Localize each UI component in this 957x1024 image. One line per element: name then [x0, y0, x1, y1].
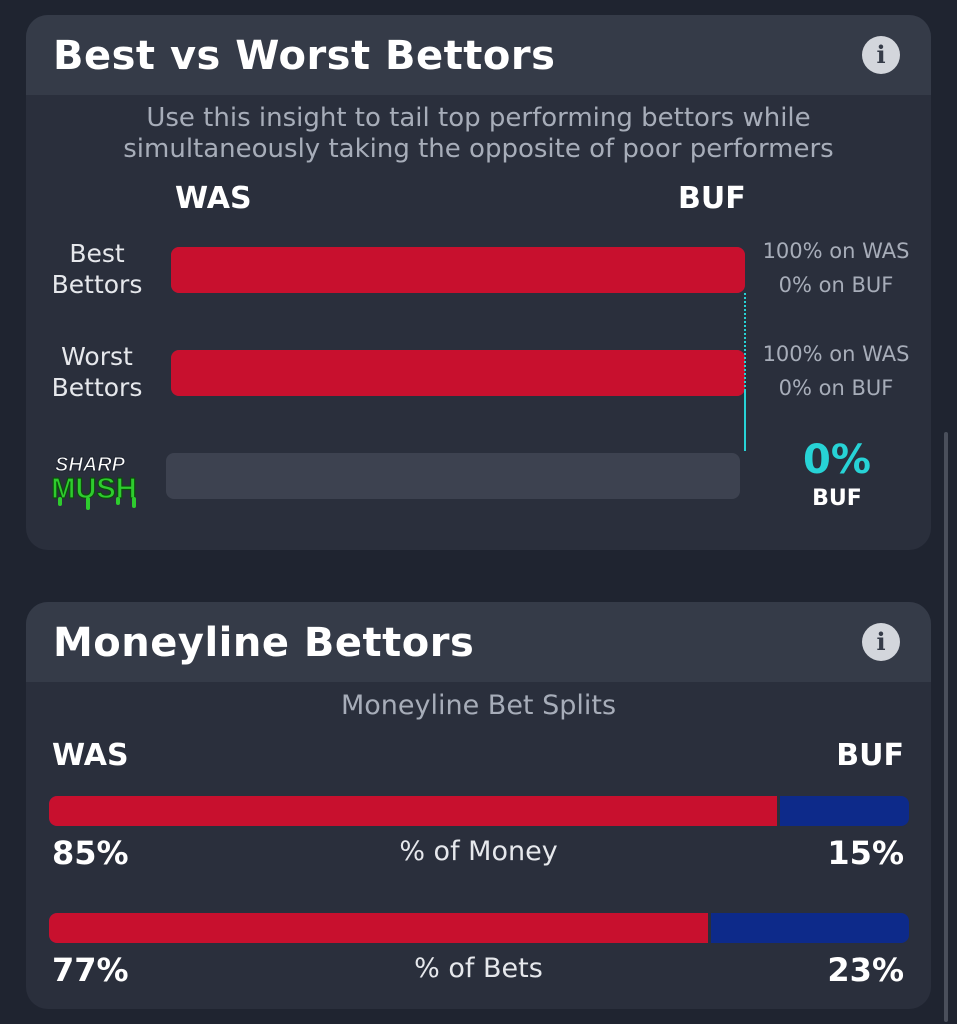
card-title: Moneyline Bettors [53, 620, 475, 666]
sharp-indicator-dotted-line [744, 293, 746, 391]
logo-drip [58, 497, 62, 506]
note-line-buf: 0% on BUF [778, 273, 894, 297]
sharp-mush-logo: SHARP MUSH [34, 451, 154, 515]
worst-bettors-note: 100% on WAS 0% on BUF [736, 337, 931, 405]
info-icon[interactable]: i [862, 36, 900, 74]
row-label-line: Bettors [51, 270, 143, 299]
row-label-line: Bettors [51, 373, 143, 402]
bets-split-was-fill [49, 913, 712, 943]
card-header: Best vs Worst Bettors i [26, 15, 931, 95]
bets-split-bar [49, 913, 909, 943]
card-title: Best vs Worst Bettors [53, 33, 556, 79]
team-label-buf: BUF [678, 181, 746, 216]
page-scrollbar[interactable] [944, 432, 948, 1022]
info-icon[interactable]: i [862, 623, 900, 661]
card-header: Moneyline Bettors i [26, 602, 931, 682]
bets-buf-pct: 23% [827, 951, 904, 989]
bets-metric-label: % of Bets [414, 953, 543, 984]
team-label-was: WAS [175, 181, 252, 216]
worst-bettors-bar [171, 350, 745, 396]
sharp-mush-bar [166, 453, 740, 499]
bets-was-pct: 77% [52, 951, 129, 989]
note-line-was: 100% on WAS [762, 239, 910, 263]
note-line-buf: 0% on BUF [778, 376, 894, 400]
insight-subtitle-line-1: Use this insight to tail top performing … [146, 103, 811, 133]
logo-drip [86, 497, 90, 510]
row-label-line: Worst [61, 342, 133, 371]
sharp-team: BUF [812, 486, 862, 511]
worst-bettors-was-fill [171, 350, 745, 396]
money-metric-label: % of Money [399, 836, 558, 867]
money-buf-pct: 15% [827, 834, 904, 872]
row-label-line: Best [69, 239, 125, 268]
sharp-pct: 0% [803, 437, 871, 483]
team-label-buf: BUF [836, 738, 904, 773]
sharp-mush-logo-graphic: SHARP MUSH [51, 454, 137, 510]
moneyline-subtitle: Moneyline Bet Splits [340, 690, 617, 721]
best-bettors-note: 100% on WAS 0% on BUF [736, 234, 931, 302]
best-bettors-bar [171, 247, 745, 293]
money-was-pct: 85% [52, 834, 129, 872]
logo-drip [132, 497, 136, 508]
sharp-indicator-solid-line [744, 391, 746, 451]
best-bettors-was-fill [171, 247, 745, 293]
insight-subtitle-line-2: simultaneously taking the opposite of po… [123, 134, 834, 164]
money-split-bar [49, 796, 909, 826]
row-label-worst-bettors: Worst Bettors [32, 341, 162, 403]
best-worst-card: Best vs Worst Bettors i Use this insight… [26, 15, 931, 550]
note-line-was: 100% on WAS [762, 342, 910, 366]
logo-drip [116, 497, 120, 505]
logo-text-mush: MUSH [51, 473, 136, 505]
logo-text-sharp: SHARP [55, 454, 126, 476]
moneyline-card: Moneyline Bettors i Moneyline Bet Splits… [26, 602, 931, 1009]
team-label-was: WAS [52, 738, 129, 773]
row-label-best-bettors: Best Bettors [32, 238, 162, 300]
money-split-was-fill [49, 796, 780, 826]
